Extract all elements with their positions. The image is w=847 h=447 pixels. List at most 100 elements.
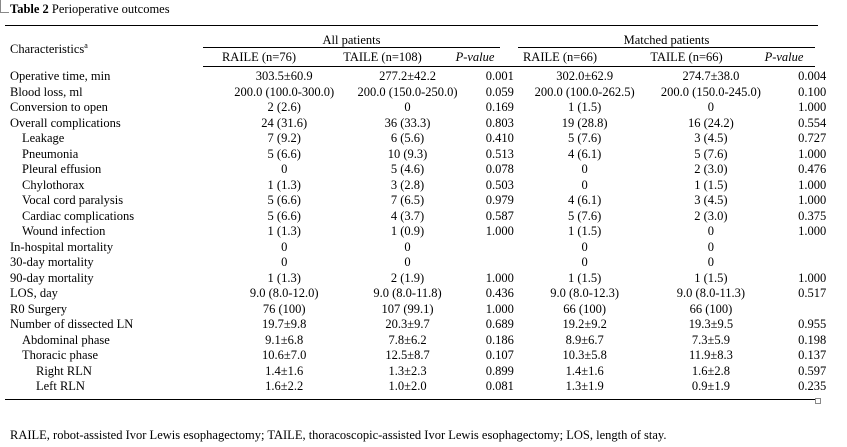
table-cell (777, 240, 847, 256)
table-cell: 0 (707, 255, 715, 269)
table-number: Table 2 (10, 2, 49, 16)
table-cell: 0 (281, 162, 288, 176)
table-row: 30-day mortality 0 0 0 0 (10, 255, 847, 271)
table-cell: 1.000 (798, 177, 827, 192)
table-cell: 10.3±5.8 (562, 348, 607, 362)
table-cell: 7 (6.5) (390, 193, 425, 207)
table-cell (475, 255, 525, 271)
column-header-matched-pvalue: P-value (764, 50, 804, 64)
table-row: Wound infection 1 (1.3) 1 (0.9) 1.000 1 (1.5… (10, 224, 847, 240)
table-cell: 1.4±1.6 (565, 363, 604, 378)
table-cell: 1.6±2.8 (691, 363, 730, 378)
table-cell: 0.137 (798, 348, 827, 362)
group-header-all: All patients (322, 33, 381, 47)
table-cell: 2 (3.0) (694, 208, 728, 223)
table-cell: 277.2±42.2 (379, 69, 436, 83)
table-cell: 0 (581, 162, 588, 176)
table-title: Table 2 Perioperative outcomes (10, 2, 170, 17)
row-label: Chylothorax (22, 177, 85, 192)
table-cell: 1.000 (485, 270, 514, 285)
row-label: Left RLN (36, 379, 85, 393)
table-cell: 8.9±6.7 (565, 332, 604, 347)
characteristics-header-text: Characteristics (10, 42, 85, 57)
table-footnote: RAILE, robot-assisted Ivor Lewis esophag… (10, 428, 667, 442)
table-cell: 19.3±9.5 (688, 317, 734, 331)
table-cell: 0 (404, 100, 411, 114)
table-cell: 9.1±6.8 (265, 332, 304, 347)
table-cell: 0 (707, 239, 715, 254)
table-cell: 12.5±8.7 (385, 348, 430, 362)
table-cell: 0.081 (485, 379, 514, 393)
table-cell: 0.059 (485, 84, 514, 99)
table-row: Cardiac complications 5 (6.6) 4 (3.7) 0.587… (10, 209, 847, 225)
table-cell: 0.587 (485, 208, 514, 223)
table-row: R0 Surgery 76 (100) 107 (99.1) 1.000 66 (100… (10, 302, 847, 318)
table-cell (777, 255, 847, 271)
row-label: R0 Surgery (10, 301, 68, 316)
table-cell: 0 (581, 177, 588, 192)
table-cell: 16 (24.2) (688, 115, 734, 130)
table-row: Operative time, min 303.5±60.9 277.2±42.2 0… (10, 69, 847, 85)
resize-handle[interactable] (815, 398, 821, 404)
table-cell: 5 (7.6) (567, 208, 602, 223)
table-cell: 0.186 (485, 332, 514, 347)
table-cell: 66 (100) (563, 301, 606, 316)
table-cell: 303.5±60.9 (255, 69, 313, 83)
table-cell: 0.436 (485, 286, 514, 300)
column-header-matched-taile: TAILE (n=66) (650, 50, 723, 64)
table-cell: 7.8±6.2 (388, 332, 427, 347)
table-cell: 1.000 (798, 270, 827, 285)
table-cell: 0.169 (485, 100, 514, 114)
table-row: 90-day mortality 1 (1.3) 2 (1.9) 1.000 1 (1.… (10, 271, 847, 287)
table-cell: 1.000 (485, 301, 514, 316)
table-row: In-hospital mortality 0 0 0 0 (10, 240, 847, 256)
table-cell: 200.0 (100.0-300.0) (234, 84, 335, 99)
table-cell: 0 (581, 255, 588, 269)
table-cell: 0.597 (798, 363, 827, 378)
table-row: Number of dissected LN 19.7±9.8 20.3±9.7 0.… (10, 317, 847, 333)
characteristics-header: Characteristicsa (10, 41, 88, 57)
outcomes-table: Operative time, min 303.5±60.9 277.2±42.2 0… (10, 69, 847, 395)
table-cell: 0.554 (798, 115, 827, 130)
table-cell: 1 (1.5) (694, 270, 728, 285)
table-row: Conversion to open 2 (2.6) 0 0.169 1 (1.5) 0 1… (10, 100, 847, 116)
table-cell: 0 (404, 255, 411, 269)
table-cell: 107 (99.1) (381, 301, 434, 316)
table-cell: 2 (1.9) (390, 270, 425, 285)
top-rule (5, 25, 818, 26)
table-cell: 0.503 (485, 177, 514, 192)
table-cell: 1.4±1.6 (265, 363, 304, 378)
table-cell: 0 (581, 239, 588, 254)
table-cell: 36 (33.3) (384, 115, 431, 130)
table-cell: 3 (4.5) (694, 131, 728, 145)
table-cell: 3 (4.5) (694, 193, 728, 207)
column-header-all-pvalue: P-value (455, 50, 495, 64)
table-row: LOS, day 9.0 (8.0-12.0) 9.0 (8.0-11.8) 0.43… (10, 286, 847, 302)
table-row: Blood loss, ml 200.0 (100.0-300.0) 200.0 (… (10, 85, 847, 101)
table-cell: 0 (281, 239, 288, 254)
table-cell: 1 (0.9) (390, 224, 425, 238)
table-row: Thoracic phase 10.6±7.0 12.5±8.7 0.107 10.3±… (10, 348, 847, 364)
table-row: Right RLN 1.4±1.6 1.3±2.3 0.899 1.4±1.6 1.6±2… (10, 364, 847, 380)
header-bottom-rule (203, 66, 815, 67)
table-cell: 1.000 (798, 146, 827, 161)
table-cell: 0.689 (485, 317, 514, 331)
table-cell: 19.7±9.8 (262, 317, 307, 331)
table-cell: 1 (1.3) (267, 177, 301, 192)
table-cell: 10 (9.3) (387, 146, 428, 161)
table-row: Left RLN 1.6±2.2 1.0±2.0 0.081 1.3±1.9 0.9±1.… (10, 379, 847, 395)
table-cell: 0.979 (485, 193, 514, 207)
row-label: Vocal cord paralysis (22, 193, 124, 207)
table-cell: 0.235 (798, 379, 827, 393)
table-cell: 1 (1.5) (694, 177, 728, 192)
table-cell: 0.410 (485, 131, 514, 145)
table-cell: 20.3±9.7 (385, 317, 430, 331)
table-cell: 200.0 (150.0-250.0) (357, 84, 458, 99)
row-label: Overall complications (10, 115, 121, 130)
table-cell: 9.0 (8.0-12.3) (550, 286, 620, 300)
row-label: 30-day mortality (10, 255, 94, 269)
table-cell: 5 (6.6) (267, 146, 301, 161)
table-cell: 1 (1.3) (267, 224, 301, 238)
table-cell: 1 (1.3) (267, 270, 301, 285)
row-label: LOS, day (10, 286, 58, 300)
